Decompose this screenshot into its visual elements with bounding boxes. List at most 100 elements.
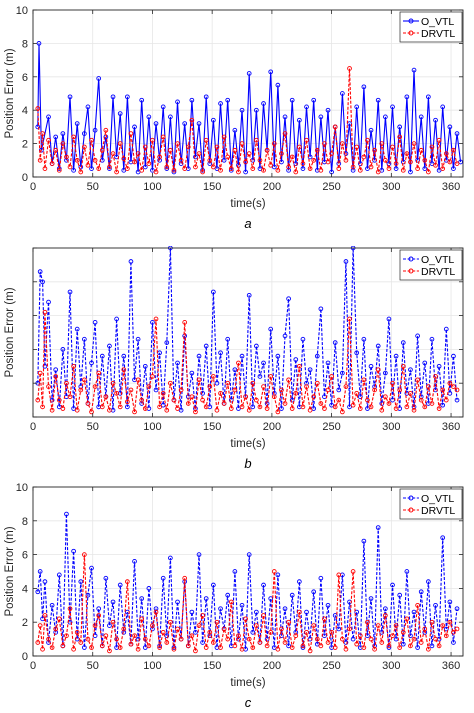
data-point [415,377,420,383]
data-point [232,147,238,153]
data-point [232,569,238,574]
data-point [35,640,41,645]
data-point [418,114,424,120]
data-point [279,151,284,156]
data-point [60,141,66,146]
data-point [350,164,356,170]
data-point [214,619,220,625]
data-point [433,602,438,608]
data-point [225,154,231,160]
data-point [243,394,248,400]
data-point [318,167,324,173]
data-point [189,117,195,123]
data-point [443,626,449,632]
data-point [293,161,299,166]
data-point [379,141,385,146]
data-point [386,401,392,406]
data-point [311,394,317,400]
data-point [443,633,449,639]
data-point [243,169,248,175]
data-point [336,572,342,578]
data-point [354,350,360,356]
data-point [365,397,370,403]
data-point [297,579,302,584]
data-point [411,609,417,615]
data-point [365,137,370,143]
data-point [218,645,223,650]
y-axis-label: Position Error (m) [4,48,16,138]
data-point [340,91,345,96]
data-point [53,147,59,153]
data-point [350,402,356,408]
x-tick-label: 50 [87,660,99,672]
data-point [429,643,435,649]
data-point [142,363,148,369]
data-point [329,402,334,408]
data-point [153,609,159,615]
data-point [436,643,442,649]
legend-box [399,249,463,281]
data-point [286,643,291,649]
data-point [397,124,403,130]
x-axis: 0 50 100 150 200 250 300 360 time(s) [30,487,460,689]
data-point [189,394,195,400]
data-point [454,131,460,136]
data-point [175,626,180,632]
data-point [418,589,424,595]
data-point [160,104,166,110]
data-point [361,84,367,90]
data-point [325,640,331,645]
data-point [142,645,148,650]
data-point [372,646,377,652]
data-point [268,629,274,635]
data-point [400,167,406,173]
data-point [71,646,76,652]
data-point [89,565,94,571]
data-point [74,121,80,126]
data-point [99,147,105,153]
data-point [46,137,51,143]
data-point [307,648,313,654]
data-point [289,97,295,103]
data-point [300,161,306,166]
data-point [211,289,216,295]
data-point [379,167,385,173]
data-point [372,387,377,393]
data-point [46,636,51,642]
data-point [36,41,42,46]
data-point [440,166,446,171]
data-point [426,384,431,389]
data-point [218,101,223,106]
data-point [243,159,248,165]
data-point [275,409,281,415]
data-point [110,151,116,156]
data-point [282,114,288,120]
data-point [404,151,410,156]
data-point [347,626,352,632]
data-point [347,404,352,410]
data-point [96,613,102,618]
x-tick-label: 0 [30,421,36,433]
data-point [193,648,198,654]
data-point [218,390,223,396]
data-point [307,407,313,413]
data-point [37,569,43,574]
data-point [404,569,410,574]
data-point [82,144,87,150]
data-point [150,623,155,628]
data-point [121,367,127,373]
data-point [71,406,76,411]
data-point [411,141,417,146]
data-point [92,157,98,163]
data-point [182,320,188,325]
data-point [71,548,76,554]
data-point [375,97,381,103]
data-point [390,582,395,588]
data-point [361,377,367,383]
data-point [250,380,256,386]
data-point [408,643,413,649]
data-point [451,147,456,153]
data-point [110,94,116,100]
data-point [239,404,245,410]
data-point [150,374,155,379]
